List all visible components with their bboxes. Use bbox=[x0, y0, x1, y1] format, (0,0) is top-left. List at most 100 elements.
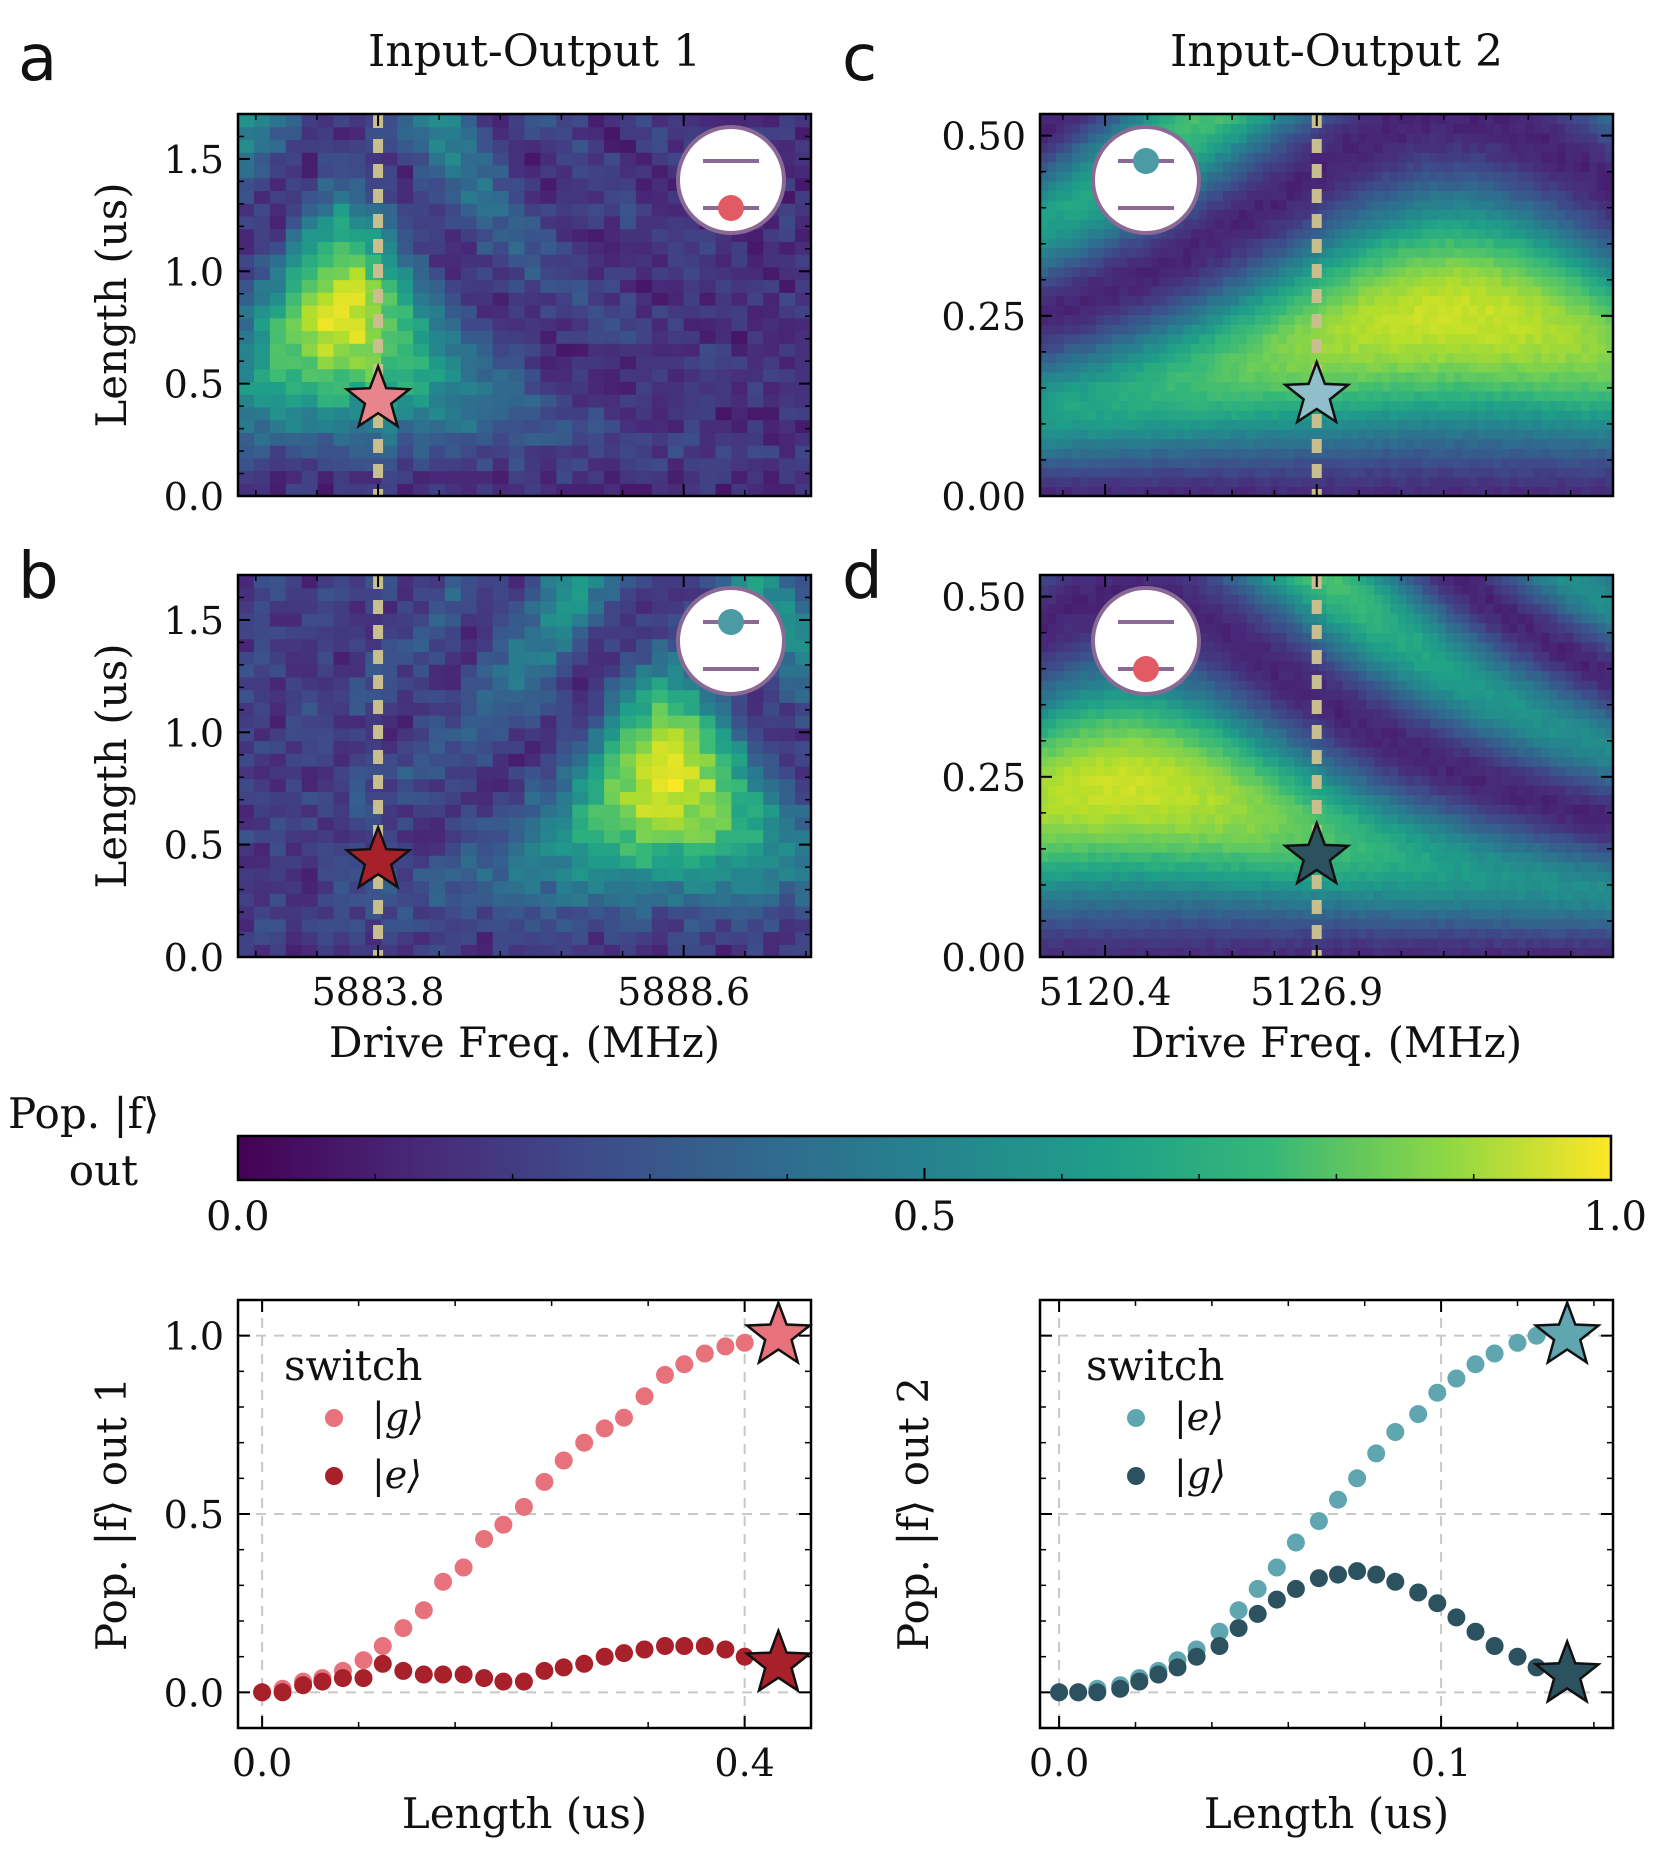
heatmap-cell bbox=[1183, 333, 1192, 344]
heatmap-cell bbox=[1334, 123, 1344, 134]
heatmap-cell bbox=[253, 778, 271, 793]
heatmap-cell bbox=[349, 918, 366, 933]
heatmap-cell bbox=[1223, 305, 1232, 316]
heatmap-cell bbox=[492, 740, 510, 754]
heatmap-cell bbox=[604, 944, 621, 958]
heatmap-cell bbox=[1167, 448, 1176, 459]
heatmap-cell bbox=[540, 381, 557, 395]
heatmap-cell bbox=[540, 600, 557, 614]
heatmap-cell bbox=[620, 330, 637, 344]
heatmap-cell bbox=[413, 829, 430, 843]
heatmap-cell bbox=[635, 254, 653, 268]
heatmap-cell bbox=[699, 406, 717, 421]
heatmap-cell bbox=[381, 292, 398, 306]
heatmap-cell bbox=[1453, 381, 1463, 392]
heatmap-cell bbox=[1374, 448, 1383, 459]
heatmap-cell bbox=[397, 613, 414, 627]
heatmap-cell bbox=[269, 855, 287, 869]
heatmap-cell bbox=[1453, 190, 1463, 201]
heatmap-cell bbox=[253, 638, 271, 652]
heatmap-cell bbox=[492, 470, 510, 484]
heatmap-cell bbox=[1429, 352, 1439, 363]
heatmap-cell bbox=[460, 330, 478, 344]
heatmap-cell bbox=[1525, 114, 1535, 125]
heatmap-cell bbox=[1525, 171, 1535, 182]
heatmap-cell bbox=[1477, 314, 1487, 325]
heatmap-cell bbox=[1374, 123, 1383, 134]
heatmap-cell bbox=[365, 638, 382, 652]
heatmap-cell bbox=[1095, 285, 1105, 297]
heatmap-cell bbox=[1342, 400, 1351, 411]
heatmap-cell bbox=[572, 368, 589, 382]
heatmap-cell bbox=[651, 126, 669, 141]
heatmap-cell bbox=[1429, 457, 1439, 468]
heatmap-cell bbox=[1318, 133, 1328, 144]
heatmap-cell bbox=[1071, 457, 1081, 468]
heatmap-cell bbox=[1207, 400, 1216, 411]
heatmap-cell bbox=[1055, 486, 1065, 497]
heatmap-cell bbox=[1278, 199, 1288, 211]
heatmap-cell bbox=[1103, 133, 1113, 144]
heatmap-cell bbox=[285, 613, 303, 627]
heatmap-cell bbox=[1382, 429, 1391, 440]
heatmap-cell bbox=[397, 676, 414, 691]
heatmap-cell bbox=[1199, 438, 1208, 449]
heatmap-cell bbox=[1549, 199, 1558, 211]
heatmap-cell bbox=[238, 266, 255, 281]
heatmap-cell bbox=[1191, 247, 1200, 258]
heatmap-cell bbox=[1366, 133, 1375, 144]
heatmap-cell bbox=[1517, 190, 1527, 201]
heatmap-cell bbox=[1429, 209, 1439, 220]
heatmap-cell bbox=[1453, 238, 1463, 249]
heatmap-cell bbox=[460, 727, 478, 742]
heatmap-cell bbox=[1231, 448, 1240, 459]
heatmap-cell bbox=[301, 266, 319, 281]
heatmap-cell bbox=[588, 317, 605, 332]
heatmap-cell bbox=[476, 740, 494, 754]
heatmap-cell bbox=[1151, 314, 1160, 325]
heatmap-cell bbox=[285, 343, 303, 357]
heatmap-cell bbox=[1159, 276, 1168, 287]
heatmap-cell bbox=[269, 406, 287, 421]
heatmap-cell bbox=[1183, 247, 1192, 258]
heatmap-cell bbox=[1167, 457, 1176, 468]
heatmap-cell bbox=[1461, 410, 1471, 421]
heatmap-cell bbox=[317, 330, 335, 344]
y-tick-label: 1.0 bbox=[164, 250, 224, 294]
heatmap-cell bbox=[349, 126, 366, 141]
heatmap-cell bbox=[1079, 362, 1089, 373]
heatmap-cell bbox=[1414, 238, 1423, 249]
heatmap-cell bbox=[1278, 114, 1288, 125]
heatmap-cell bbox=[651, 702, 669, 716]
heatmap-cell bbox=[317, 791, 335, 805]
heatmap-cell bbox=[763, 906, 780, 920]
heatmap-cell bbox=[1191, 457, 1200, 468]
heatmap-cell bbox=[588, 676, 605, 691]
heatmap-cell bbox=[381, 829, 398, 843]
heatmap-cell bbox=[349, 766, 366, 780]
heatmap-cell bbox=[333, 702, 351, 716]
heatmap-cell bbox=[620, 215, 637, 230]
heatmap-cell bbox=[1294, 362, 1304, 373]
heatmap-cell bbox=[1223, 285, 1232, 297]
heatmap-cell bbox=[667, 394, 685, 408]
heatmap-cell bbox=[556, 164, 573, 179]
heatmap-cell bbox=[349, 740, 366, 754]
heatmap-cell bbox=[683, 944, 701, 958]
heatmap-cell bbox=[333, 394, 351, 408]
heatmap-cell bbox=[667, 804, 685, 818]
heatmap-cell bbox=[1262, 133, 1272, 144]
heatmap-cell bbox=[1159, 352, 1168, 363]
heatmap-cell bbox=[620, 867, 637, 882]
heatmap-cell bbox=[1135, 467, 1145, 478]
heatmap-cell bbox=[1127, 381, 1137, 392]
heatmap-cell bbox=[779, 766, 796, 780]
heatmap-cell bbox=[1199, 362, 1208, 373]
heatmap-cell bbox=[1047, 486, 1057, 497]
heatmap-cell bbox=[1326, 324, 1336, 335]
heatmap-cell bbox=[1079, 199, 1089, 211]
heatmap-cell bbox=[1501, 142, 1511, 153]
heatmap-cell bbox=[1111, 476, 1121, 488]
heatmap-cell bbox=[285, 587, 303, 602]
heatmap-cell bbox=[651, 419, 669, 433]
